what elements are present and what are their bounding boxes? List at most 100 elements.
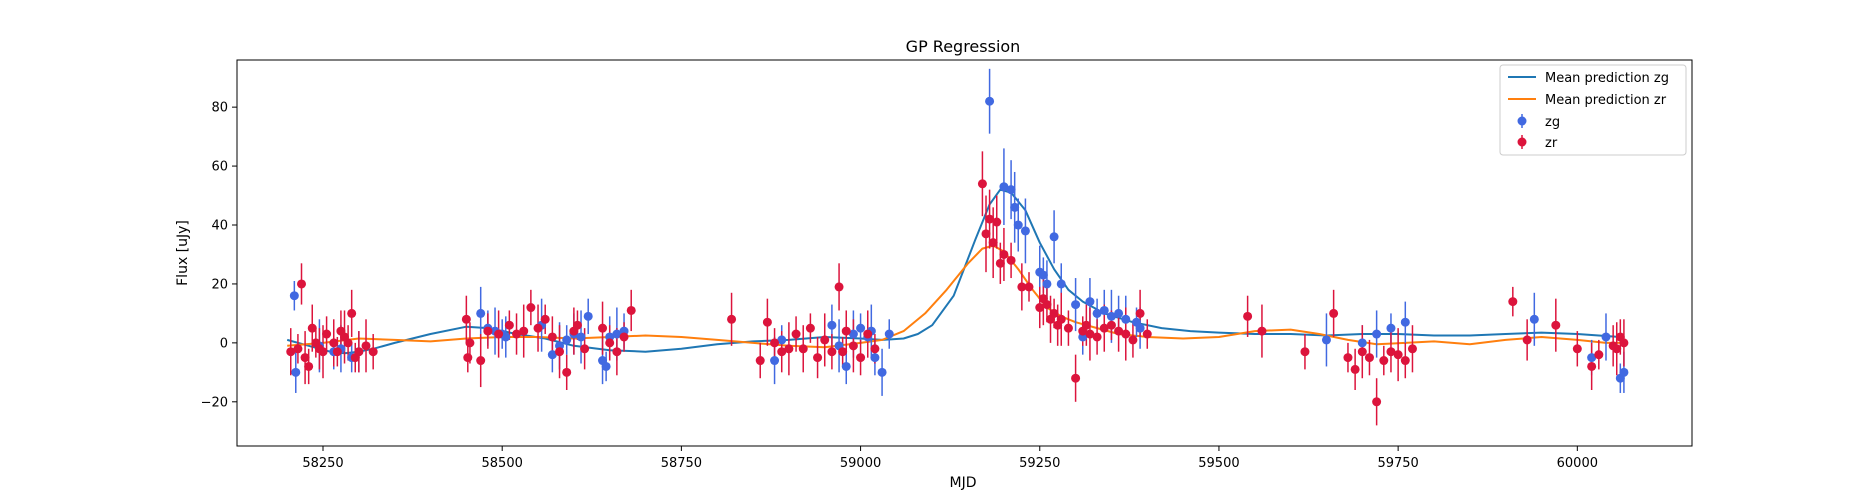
point-zg — [1049, 232, 1059, 242]
point-zr — [329, 338, 339, 348]
point-zr — [519, 326, 529, 336]
point-zr — [1587, 361, 1597, 371]
x-tick-label: 60000 — [1557, 456, 1598, 471]
point-zr — [985, 214, 995, 224]
point-zg — [576, 332, 586, 342]
point-zr — [1006, 255, 1016, 265]
point-zg — [1321, 335, 1331, 345]
point-zr — [1572, 344, 1582, 354]
point-zg — [289, 291, 299, 301]
point-zr — [1114, 326, 1124, 336]
y-axis-ticks: −20 0 20 40 60 80 — [201, 101, 237, 410]
point-zg — [476, 308, 486, 318]
point-zr — [1508, 297, 1518, 307]
point-zr — [834, 282, 844, 292]
point-zr — [572, 320, 582, 330]
x-axis-label: MJD — [950, 475, 977, 491]
point-zg — [291, 367, 301, 377]
point-zr — [504, 320, 514, 330]
point-zr — [1042, 300, 1052, 310]
point-zr — [770, 338, 780, 348]
legend-frame — [1499, 64, 1687, 156]
point-zr — [1106, 320, 1116, 330]
point-zr — [1056, 314, 1066, 324]
point-zr — [1612, 344, 1622, 354]
x-tick-label: 59500 — [1198, 456, 1239, 471]
point-zr — [555, 347, 565, 357]
point-zr — [304, 361, 314, 371]
point-zr — [463, 353, 473, 363]
point-zg — [770, 356, 780, 366]
point-zg — [562, 335, 572, 345]
point-zg — [985, 96, 995, 106]
point-zr — [1357, 347, 1367, 357]
legend-handle-zg-marker — [1517, 116, 1527, 126]
point-zr — [827, 347, 837, 357]
y-axis-label: Flux [uJy] — [175, 220, 191, 286]
point-zr — [1522, 335, 1532, 345]
point-zg — [1619, 367, 1629, 377]
point-zr — [300, 353, 310, 363]
legend-handle-zr-marker — [1517, 137, 1527, 147]
point-zr — [784, 344, 794, 354]
point-zr — [1300, 347, 1310, 357]
point-zr — [863, 329, 873, 339]
point-zr — [1085, 329, 1095, 339]
point-zr — [1017, 282, 1027, 292]
point-zg — [1357, 338, 1367, 348]
point-zr — [1329, 308, 1339, 318]
point-zr — [838, 347, 848, 357]
point-zr — [999, 249, 1009, 259]
point-zr — [361, 341, 371, 351]
point-zr — [465, 338, 475, 348]
point-zg — [884, 329, 894, 339]
point-zr — [981, 229, 991, 239]
point-zr — [1092, 332, 1102, 342]
point-zr — [307, 323, 317, 333]
point-zg — [999, 182, 1009, 192]
point-zr — [977, 179, 987, 189]
point-zr — [727, 314, 737, 324]
legend-label-mean-zr: Mean prediction zr — [1545, 93, 1667, 108]
point-zr — [1257, 326, 1267, 336]
point-zg — [856, 323, 866, 333]
point-zr — [1063, 323, 1073, 333]
y-tick-label: 80 — [211, 101, 228, 116]
point-zr — [1142, 329, 1152, 339]
y-tick-label: 60 — [211, 160, 228, 175]
point-zg — [1099, 305, 1109, 315]
point-zr — [995, 258, 1005, 268]
point-zg — [1042, 279, 1052, 289]
legend-label-mean-zg: Mean prediction zg — [1545, 71, 1669, 86]
point-zr — [619, 332, 629, 342]
point-zr — [1372, 397, 1382, 407]
point-zr — [293, 344, 303, 354]
point-zr — [1551, 320, 1561, 330]
point-zg — [1092, 308, 1102, 318]
x-tick-label: 59750 — [1377, 456, 1418, 471]
point-zg — [1038, 270, 1048, 280]
point-zr — [798, 344, 808, 354]
point-zr — [1343, 353, 1353, 363]
point-zg — [1106, 311, 1116, 321]
y-tick-label: −20 — [201, 395, 228, 410]
point-zr — [598, 323, 608, 333]
point-zr — [483, 326, 493, 336]
point-zg — [1056, 279, 1066, 289]
point-zr — [755, 356, 765, 366]
point-zg — [870, 353, 880, 363]
point-zr — [526, 303, 536, 313]
point-zr — [626, 305, 636, 315]
point-zg — [601, 361, 611, 371]
legend-label-zg: zg — [1545, 115, 1560, 130]
point-zg — [1006, 185, 1016, 195]
legend: Mean prediction zg Mean prediction zr zg… — [1499, 64, 1687, 156]
y-tick-label: 0 — [220, 336, 228, 351]
point-zr — [1121, 329, 1131, 339]
point-zr — [476, 356, 486, 366]
point-zr — [1379, 356, 1389, 366]
point-zr — [820, 335, 830, 345]
point-zg — [547, 350, 557, 360]
point-zg — [1372, 329, 1382, 339]
point-zr — [1049, 308, 1059, 318]
